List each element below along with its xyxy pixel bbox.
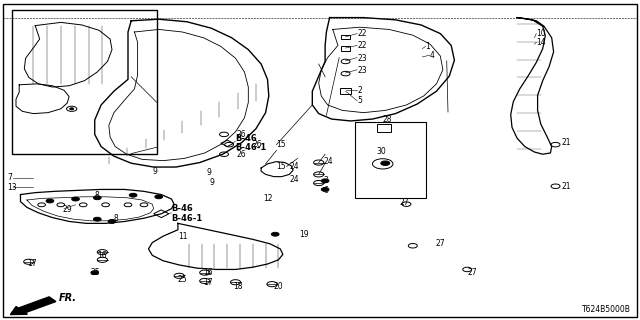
Text: B-46-1: B-46-1 [172, 214, 203, 223]
Text: 25: 25 [178, 275, 188, 284]
Text: 19: 19 [300, 230, 309, 239]
Circle shape [321, 179, 329, 183]
Text: 16: 16 [204, 268, 213, 277]
FancyArrow shape [10, 297, 56, 315]
Text: 9: 9 [206, 168, 211, 177]
Text: 23: 23 [357, 54, 367, 63]
Text: B-46-1: B-46-1 [236, 143, 267, 152]
Text: 26: 26 [237, 150, 246, 159]
Text: 11: 11 [178, 232, 188, 241]
Text: 8: 8 [95, 191, 99, 200]
Bar [341, 46, 350, 51]
Circle shape [91, 271, 99, 275]
Text: 2: 2 [357, 86, 362, 95]
Bar [341, 35, 350, 39]
Bar [355, 122, 426, 198]
Text: B-46: B-46 [236, 134, 257, 143]
Text: 21: 21 [562, 182, 572, 191]
Text: 20: 20 [274, 282, 284, 291]
Text: 22: 22 [357, 41, 367, 50]
Text: 17: 17 [27, 260, 36, 268]
Text: 24: 24 [323, 157, 333, 166]
Text: FR.: FR. [59, 293, 77, 303]
Text: 7: 7 [8, 173, 13, 182]
Text: 23: 23 [357, 66, 367, 75]
Text: 6: 6 [323, 186, 328, 195]
Bar [12, 10, 157, 154]
Text: 22: 22 [357, 29, 367, 38]
Text: T624B5000B: T624B5000B [582, 305, 630, 314]
Circle shape [70, 108, 74, 110]
Text: 17: 17 [204, 278, 213, 287]
Text: 13: 13 [8, 183, 17, 192]
Circle shape [72, 197, 79, 201]
Text: 29: 29 [63, 205, 72, 214]
Text: 27: 27 [467, 268, 477, 277]
Circle shape [93, 196, 101, 200]
Text: 18: 18 [234, 282, 243, 291]
Circle shape [155, 195, 163, 199]
Text: 3: 3 [323, 176, 328, 185]
Circle shape [271, 232, 279, 236]
Text: 26: 26 [253, 140, 262, 149]
Text: 24: 24 [289, 162, 299, 171]
Text: 1: 1 [426, 42, 430, 51]
Text: 5: 5 [357, 96, 362, 105]
Text: 15: 15 [276, 140, 286, 149]
Text: B-46: B-46 [172, 204, 193, 213]
Text: 21: 21 [562, 138, 572, 147]
Circle shape [46, 199, 54, 203]
Circle shape [108, 220, 116, 223]
Text: 28: 28 [383, 115, 392, 124]
Circle shape [321, 188, 329, 191]
Text: 4: 4 [430, 51, 435, 60]
Text: 14: 14 [536, 38, 546, 47]
Text: 30: 30 [376, 147, 386, 156]
Bar [340, 88, 351, 94]
Bar [377, 124, 391, 132]
Text: 25: 25 [91, 268, 100, 277]
Text: 9: 9 [152, 167, 157, 176]
Text: 24: 24 [289, 175, 299, 184]
Text: 16: 16 [97, 252, 107, 260]
Text: 27: 27 [435, 239, 445, 248]
Text: 10: 10 [536, 29, 546, 38]
Text: 27: 27 [400, 198, 410, 207]
Text: 15: 15 [276, 162, 286, 171]
Circle shape [381, 161, 390, 165]
Text: 12: 12 [264, 194, 273, 203]
Text: 8: 8 [114, 214, 118, 223]
Circle shape [129, 193, 137, 197]
Text: 9: 9 [210, 178, 215, 187]
Circle shape [93, 217, 101, 221]
Text: 26: 26 [237, 130, 246, 139]
